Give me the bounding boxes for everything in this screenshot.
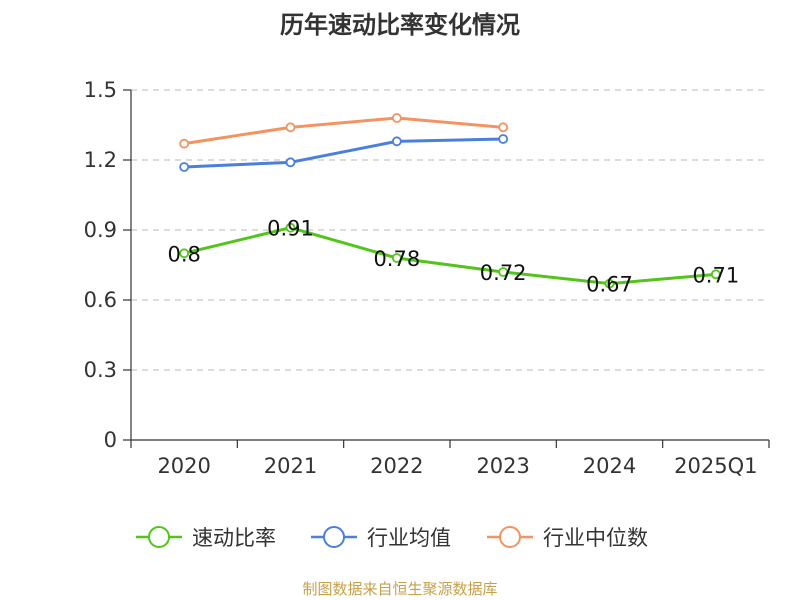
data-label: 0.72 [480, 261, 527, 285]
data-point [285, 222, 296, 233]
legend-marker [499, 526, 521, 548]
legend-marker [148, 526, 170, 548]
y-tick-label: 0.6 [84, 288, 117, 312]
axes: 0 0.3 0.6 0.9 1.2 1.5 2020 2021 2022 2023 2024 2025… [84, 78, 770, 478]
legend-marker [323, 526, 345, 548]
legend-item-1[interactable]: 行业均值 [311, 526, 451, 550]
y-tick-label: 0.9 [84, 218, 117, 242]
data-label: 0.78 [373, 247, 420, 271]
x-tick-label: 2021 [264, 454, 317, 478]
x-tick-label: 2024 [583, 454, 636, 478]
data-label: 0.8 [167, 242, 200, 266]
y-tick-label: 1.2 [84, 148, 117, 172]
y-tick-label: 0 [104, 428, 117, 452]
series-line-2 [182, 116, 505, 146]
data-point [710, 269, 721, 280]
data-point [391, 253, 402, 263]
data-point [391, 136, 402, 147]
data-point [391, 113, 402, 123]
data-label: 0.91 [267, 217, 314, 241]
series-line-1 [182, 137, 505, 169]
data-point [285, 122, 296, 133]
x-tick-label: 2020 [157, 454, 210, 478]
x-tick-label: 2023 [476, 454, 529, 478]
grid [131, 89, 769, 371]
legend-label: 行业中位数 [543, 526, 648, 550]
series-layer [179, 113, 721, 289]
data-point [498, 122, 509, 133]
chart-title: 历年速动比率变化情况 [280, 11, 520, 39]
data-label: 0.71 [692, 263, 739, 287]
y-tick-label: 0.3 [84, 358, 117, 382]
x-tick-label: 2022 [370, 454, 423, 478]
legend-item-0[interactable]: 速动比率 [136, 526, 276, 550]
data-point [498, 267, 509, 277]
legend-label: 行业均值 [367, 526, 451, 550]
series-line-0 [182, 226, 718, 286]
data-point [179, 138, 190, 149]
data-point [179, 248, 190, 259]
data-point [604, 278, 615, 289]
data-labels: 0.8 0.91 0.78 0.72 0.67 0.71 [167, 217, 739, 297]
legend-item-2[interactable]: 行业中位数 [487, 526, 648, 550]
source-note: 制图数据来自恒生聚源数据库 [302, 580, 497, 598]
legend[interactable]: 速动比率 行业均值 行业中位数 [136, 526, 648, 550]
legend-label: 速动比率 [192, 526, 276, 550]
x-tick-label: 2025Q1 [674, 454, 757, 478]
data-point [285, 157, 296, 168]
data-label: 0.67 [586, 273, 633, 297]
y-tick-label: 1.5 [84, 78, 117, 102]
data-point [179, 162, 190, 172]
data-point [498, 134, 509, 144]
